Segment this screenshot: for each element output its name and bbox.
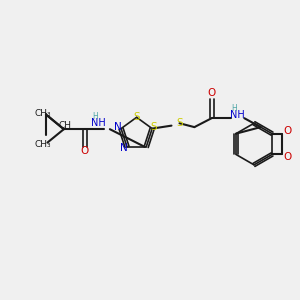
Text: H: H	[231, 104, 237, 113]
Text: NH: NH	[91, 118, 105, 128]
Text: O: O	[284, 152, 292, 162]
Text: NH: NH	[230, 110, 244, 120]
Text: CH: CH	[59, 121, 72, 130]
Text: O: O	[208, 88, 216, 98]
Text: S: S	[176, 118, 183, 128]
Text: O: O	[284, 126, 292, 136]
Text: CH₃: CH₃	[34, 140, 51, 149]
Text: CH₃: CH₃	[34, 109, 51, 118]
Text: H: H	[92, 112, 98, 121]
Text: S: S	[133, 112, 140, 122]
Text: S: S	[150, 122, 157, 132]
Text: N: N	[120, 143, 127, 153]
Text: N: N	[114, 122, 122, 132]
Text: O: O	[80, 146, 89, 157]
